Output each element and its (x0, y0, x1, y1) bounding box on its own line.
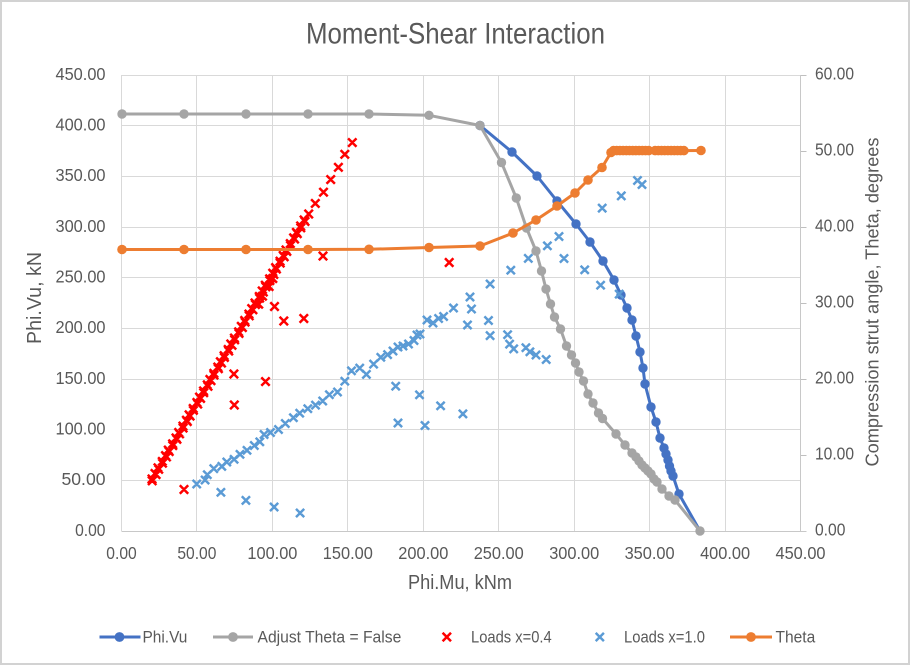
svg-text:Loads x=0.4: Loads x=0.4 (471, 628, 552, 647)
svg-text:0.00: 0.00 (106, 543, 136, 563)
svg-text:50.00: 50.00 (62, 469, 106, 489)
svg-text:350.00: 350.00 (625, 543, 675, 563)
svg-text:60.00: 60.00 (815, 64, 854, 84)
svg-text:Loads x=1.0: Loads x=1.0 (624, 628, 705, 647)
svg-text:0.00: 0.00 (815, 520, 845, 540)
svg-text:150.00: 150.00 (323, 543, 373, 563)
svg-text:400.00: 400.00 (56, 115, 106, 135)
svg-text:Phi.Vu: Phi.Vu (143, 628, 188, 647)
svg-text:Phi.Vu, kN: Phi.Vu, kN (23, 252, 46, 344)
svg-text:Phi.Mu, kNm: Phi.Mu, kNm (408, 571, 512, 594)
svg-text:300.00: 300.00 (56, 216, 106, 236)
svg-text:200.00: 200.00 (56, 317, 106, 337)
svg-text:100.00: 100.00 (56, 419, 106, 439)
svg-text:10.00: 10.00 (815, 444, 854, 464)
svg-text:Moment-Shear Interaction: Moment-Shear Interaction (306, 18, 605, 51)
svg-text:50.00: 50.00 (177, 543, 216, 563)
svg-text:450.00: 450.00 (56, 64, 106, 84)
svg-text:50.00: 50.00 (815, 140, 854, 160)
svg-text:Compression strut angle, Theta: Compression strut angle, Theta, degrees (862, 138, 883, 467)
svg-text:200.00: 200.00 (398, 543, 448, 563)
svg-text:Theta: Theta (776, 628, 816, 647)
svg-text:0.00: 0.00 (75, 520, 105, 540)
svg-text:400.00: 400.00 (700, 543, 750, 563)
svg-text:300.00: 300.00 (549, 543, 599, 563)
svg-text:Adjust Theta = False: Adjust Theta = False (258, 628, 402, 647)
svg-text:450.00: 450.00 (776, 543, 826, 563)
svg-text:150.00: 150.00 (56, 368, 106, 388)
svg-text:20.00: 20.00 (815, 368, 854, 388)
svg-text:350.00: 350.00 (56, 165, 106, 185)
svg-text:250.00: 250.00 (56, 267, 106, 287)
svg-text:100.00: 100.00 (247, 543, 297, 563)
svg-text:40.00: 40.00 (815, 216, 854, 236)
svg-text:250.00: 250.00 (474, 543, 524, 563)
svg-text:30.00: 30.00 (815, 292, 854, 312)
